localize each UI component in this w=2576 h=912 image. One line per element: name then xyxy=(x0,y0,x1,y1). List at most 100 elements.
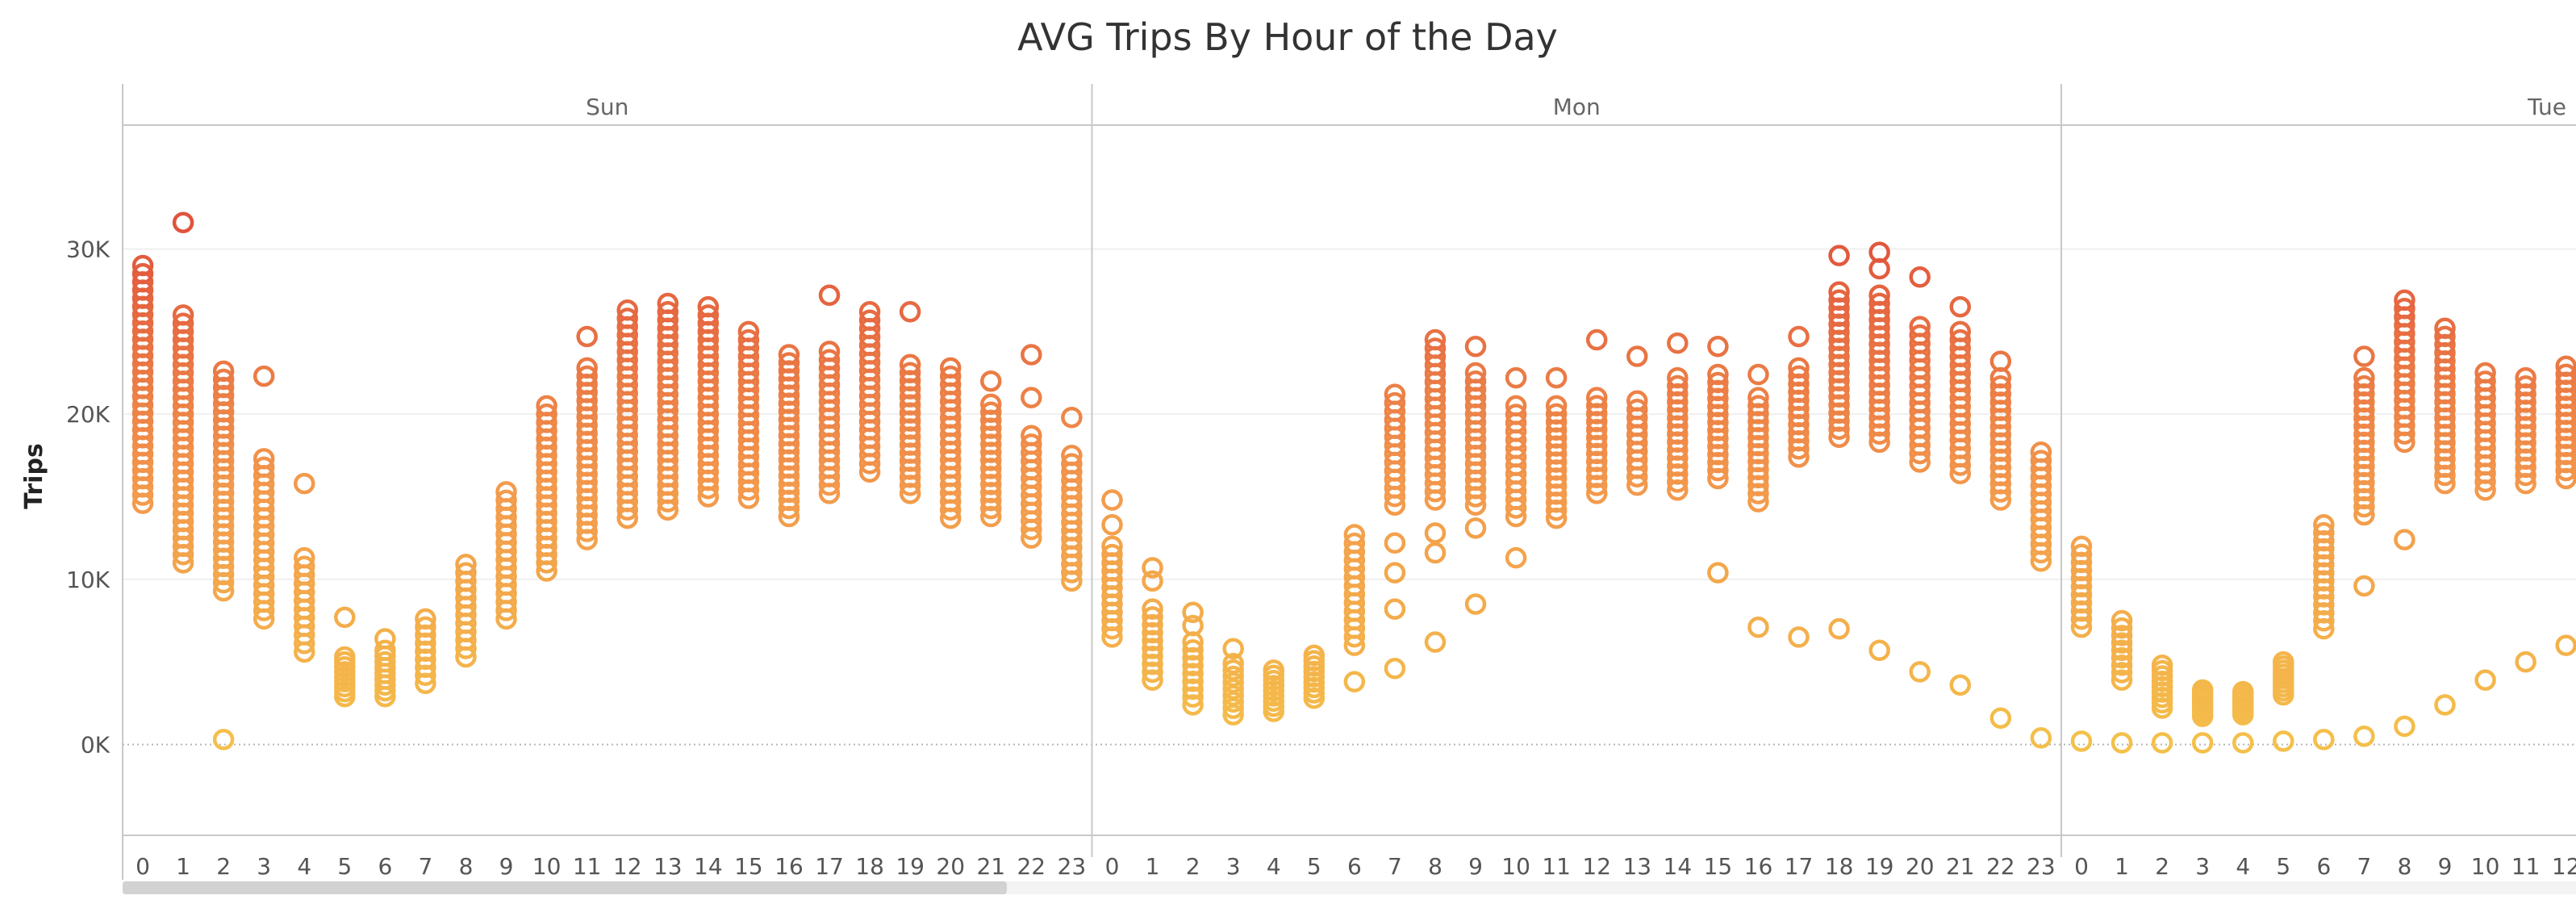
data-point xyxy=(2151,732,2173,754)
x-tick-label: 14 xyxy=(694,853,723,880)
data-point xyxy=(1747,395,1769,416)
data-point xyxy=(1263,659,1284,681)
data-point xyxy=(1505,395,1527,417)
data-point xyxy=(212,729,235,751)
x-tick-label: 10 xyxy=(532,853,562,880)
data-point xyxy=(778,352,800,374)
data-point xyxy=(1384,391,1406,414)
data-point xyxy=(1424,522,1447,544)
data-point xyxy=(2151,654,2173,676)
data-point xyxy=(1464,593,1487,615)
data-point xyxy=(172,304,194,326)
data-point xyxy=(818,349,841,370)
y-tick-label: 10K xyxy=(66,567,111,593)
x-tick-label: 14 xyxy=(1664,853,1693,880)
x-tick-label: 1 xyxy=(2115,853,2129,880)
data-point xyxy=(2110,625,2133,646)
data-point xyxy=(1222,652,1244,675)
x-tick-label: 7 xyxy=(2357,853,2372,880)
x-tick-label: 4 xyxy=(2236,853,2250,880)
data-point xyxy=(697,304,720,326)
data-point xyxy=(1505,546,1527,569)
data-point xyxy=(737,320,760,343)
x-tick-label: 0 xyxy=(136,853,150,880)
x-tick-label: 11 xyxy=(573,853,602,880)
data-point xyxy=(858,301,881,323)
data-point xyxy=(1949,328,1972,351)
data-point xyxy=(1868,284,1890,307)
horizontal-scrollbar-thumb[interactable] xyxy=(123,881,1007,894)
data-point xyxy=(1909,661,1931,683)
x-tick-label: 6 xyxy=(1347,853,1362,880)
data-point xyxy=(2191,679,2214,701)
data-point xyxy=(980,393,1002,416)
data-point xyxy=(1707,363,1729,386)
x-tick-label: 10 xyxy=(1501,853,1530,880)
x-tick-label: 11 xyxy=(2511,853,2541,880)
data-point xyxy=(1343,532,1366,554)
data-point xyxy=(1182,663,1204,684)
data-point xyxy=(1343,671,1366,692)
x-tick-label: 2 xyxy=(216,853,231,880)
x-tick-label: 19 xyxy=(896,853,925,880)
data-point xyxy=(1585,395,1608,416)
x-tick-label: 8 xyxy=(1428,853,1442,880)
data-point xyxy=(939,365,962,387)
data-point xyxy=(858,309,881,331)
data-point xyxy=(818,284,841,307)
data-point xyxy=(1384,658,1406,680)
data-point xyxy=(1828,617,1850,640)
data-point xyxy=(1061,453,1083,475)
x-tick-label: 16 xyxy=(1744,853,1773,880)
data-point xyxy=(1626,398,1648,420)
x-tick-label: 8 xyxy=(459,853,474,880)
data-point xyxy=(1545,366,1568,389)
data-point xyxy=(2474,669,2496,691)
x-tick-label: 9 xyxy=(1468,853,1483,880)
data-point xyxy=(1061,445,1083,466)
data-point xyxy=(1949,674,1972,697)
x-tick-label: 21 xyxy=(1946,853,1975,880)
data-point xyxy=(1101,543,1123,566)
data-point xyxy=(1989,707,2012,729)
data-point xyxy=(1101,489,1123,511)
data-point xyxy=(2434,694,2456,716)
panel-label-sun: Sun xyxy=(586,94,628,120)
data-point xyxy=(1182,639,1204,661)
data-point xyxy=(2515,366,2536,389)
data-point xyxy=(1021,425,1042,446)
data-point xyxy=(1061,406,1083,429)
x-tick-label: 10 xyxy=(2471,853,2500,880)
data-point xyxy=(2515,651,2536,673)
x-tick-label: 6 xyxy=(378,853,392,880)
data-point xyxy=(2394,298,2415,320)
x-tick-label: 5 xyxy=(2276,853,2290,880)
data-point xyxy=(2110,662,2133,684)
data-point xyxy=(1585,387,1608,408)
data-point xyxy=(2030,727,2052,749)
x-tick-label: 9 xyxy=(2438,853,2453,880)
data-point xyxy=(1909,324,1931,346)
x-tick-label: 4 xyxy=(1267,853,1281,880)
data-point xyxy=(1747,387,1769,408)
data-point xyxy=(495,481,517,503)
data-point xyxy=(1142,630,1163,651)
data-point xyxy=(2434,325,2456,348)
data-point xyxy=(697,295,720,318)
data-point xyxy=(939,357,962,379)
x-tick-label: 0 xyxy=(1105,853,1120,880)
data-point xyxy=(172,312,194,334)
data-point xyxy=(253,456,275,479)
chart-frame xyxy=(122,84,2576,880)
data-point xyxy=(1788,365,1810,387)
data-point xyxy=(1949,320,1972,343)
data-point xyxy=(1343,524,1366,546)
data-point xyxy=(2555,355,2576,378)
data-point xyxy=(657,301,679,323)
data-point xyxy=(2030,450,2052,471)
data-point xyxy=(1424,631,1447,653)
data-point xyxy=(2110,639,2133,662)
data-point xyxy=(2110,654,2133,676)
data-point xyxy=(980,370,1002,392)
x-tick-label: 6 xyxy=(2316,853,2331,880)
